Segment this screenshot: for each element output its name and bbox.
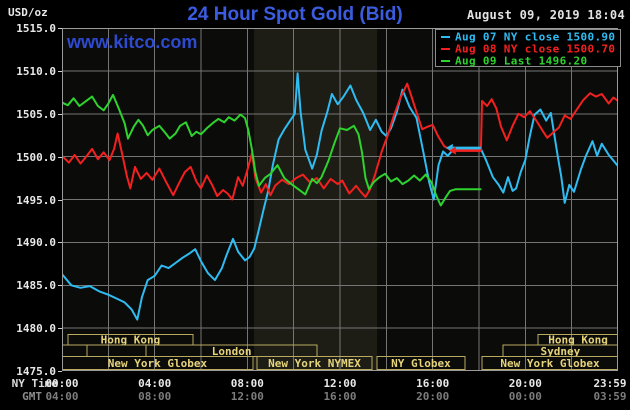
price-line-aug-08 [62, 82, 618, 201]
y-axis-label: 1475.0 [16, 365, 56, 378]
session-box [256, 356, 373, 370]
x-axis-label-gmt: 20:00 [416, 390, 450, 403]
y-axis-tick [58, 328, 62, 330]
session-label: NY Globex [391, 357, 451, 370]
y-axis-label: 1510.0 [16, 64, 56, 78]
y-axis-label: 1515.0 [16, 22, 56, 35]
x-axis-label-ny: 04:00 [138, 377, 172, 390]
legend-dash-icon [441, 59, 450, 62]
x-axis-caption-gmt: GMT [22, 390, 42, 403]
x-axis-label-gmt: 04:00 [45, 390, 79, 403]
y-axis-label: 1485.0 [16, 279, 56, 293]
y-axis-label: 1495.0 [16, 193, 56, 207]
legend-row-aug09: Aug 09 Last 1496.20 [441, 55, 620, 67]
price-line-aug-07 [62, 72, 618, 321]
plot-border [62, 28, 618, 371]
y-axis-tick [58, 156, 62, 158]
legend: Aug 07 NY close 1500.90 Aug 08 NY close … [435, 29, 621, 67]
x-axis-label-gmt: 08:00 [138, 390, 172, 403]
legend-row-aug07: Aug 07 NY close 1500.90 [441, 31, 620, 43]
legend-label: Aug 07 NY close 1500.90 [455, 30, 616, 44]
y-axis-tick [58, 285, 62, 287]
x-axis-label-ny: 12:00 [323, 377, 357, 390]
kitco-watermark: www.kitco.com [67, 32, 198, 52]
chart-datetime: August 09, 2019 18:04 [466, 8, 625, 22]
y-axis-label: 1490.0 [16, 236, 56, 250]
y-axis-label: 1500.0 [16, 150, 56, 164]
y-axis-tick [58, 70, 62, 72]
x-axis-caption-ny-time: NY Time [11, 377, 58, 390]
legend-dash-icon [441, 47, 450, 50]
session-label: New York Globex [500, 357, 600, 370]
legend-row-aug08: Aug 08 NY close 1500.70 [441, 43, 620, 55]
x-axis-label-gmt: 03:59 [593, 390, 627, 403]
session-label: Sydney [541, 345, 581, 358]
x-axis-label-ny: 00:00 [45, 377, 79, 390]
y-axis-label: 1480.0 [16, 322, 56, 336]
y-axis-tick [58, 113, 62, 115]
close-arrow-icon [448, 146, 456, 155]
session-box [376, 356, 466, 370]
x-axis-label-ny: 16:00 [416, 377, 450, 390]
x-axis-label-gmt: 12:00 [230, 390, 264, 403]
y-axis-label: 1505.0 [16, 107, 56, 121]
price-line-aug-09 [62, 93, 482, 207]
y-axis-tick [58, 199, 62, 201]
session-box [62, 356, 254, 370]
legend-label: Aug 09 Last 1496.20 [455, 54, 588, 68]
session-label: New York NYMEX [268, 357, 361, 370]
session-label: New York Globex [108, 357, 208, 370]
y-axis-units-label: USD/oz [8, 6, 48, 19]
x-axis-label-gmt: 00:00 [508, 390, 542, 403]
x-axis-label-ny: 20:00 [508, 377, 542, 390]
session-label: London [212, 345, 252, 358]
x-axis-label-ny: 08:00 [230, 377, 264, 390]
chart-title: 24 Hour Spot Gold (Bid) [187, 4, 403, 25]
legend-label: Aug 08 NY close 1500.70 [455, 42, 616, 56]
y-axis-tick [58, 242, 62, 244]
x-axis-label-gmt: 16:00 [323, 390, 357, 403]
legend-dash-icon [441, 35, 450, 38]
session-label: Hong Kong [101, 334, 161, 347]
y-axis-tick [58, 28, 62, 29]
session-label: Hong Kong [548, 334, 608, 347]
y-axis-tick [58, 371, 62, 372]
x-axis-label-ny: 23:59 [593, 377, 627, 390]
